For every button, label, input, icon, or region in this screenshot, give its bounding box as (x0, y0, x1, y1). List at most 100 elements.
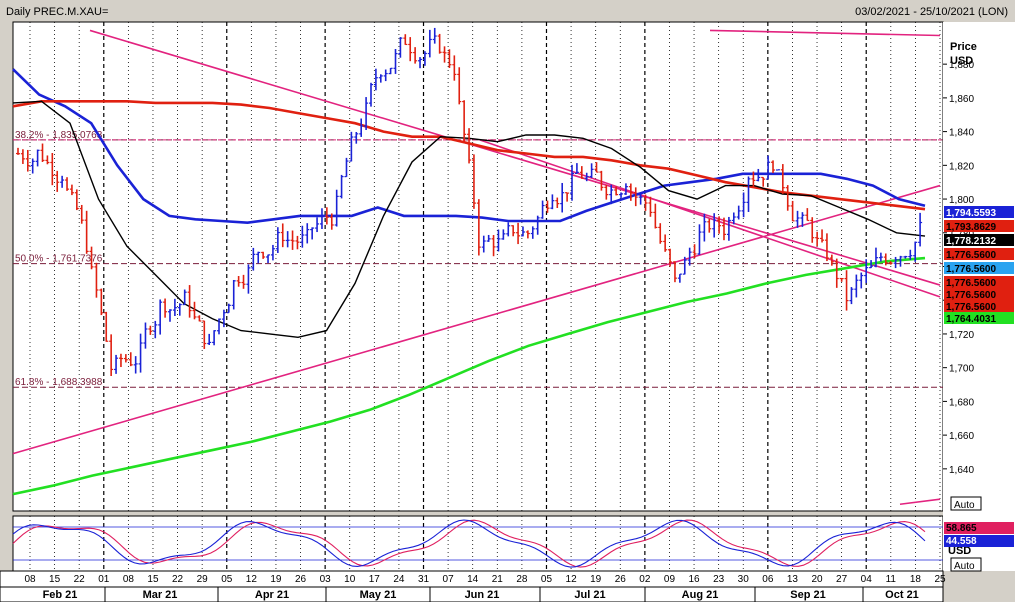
y-tick-label: 1,660 (949, 431, 974, 442)
x-month-label: Aug 21 (682, 589, 719, 601)
y-tick-label: 1,840 (949, 128, 974, 139)
x-month-label: May 21 (360, 589, 397, 601)
x-month-label: Feb 21 (43, 589, 78, 601)
fib-label: 50.0% - 1,761.7376 (15, 254, 103, 265)
oscillator-plot-area (12, 515, 944, 572)
price-tag (944, 220, 1014, 232)
x-day-tick: 19 (590, 574, 602, 585)
price-tag-text: 1,776.5600 (946, 290, 996, 301)
osc-unit-label: USD (948, 545, 971, 557)
x-day-tick: 19 (270, 574, 282, 585)
x-day-tick: 21 (492, 574, 504, 585)
trendline (709, 29, 941, 37)
osc-auto-button[interactable] (950, 557, 982, 572)
y-tick-label: 1,820 (949, 161, 974, 172)
x-day-tick: 29 (197, 574, 209, 585)
x-day-tick: 01 (98, 574, 110, 585)
gridlines (29, 22, 941, 571)
osc-series-line (12, 519, 926, 568)
moving-average-line (12, 68, 926, 225)
x-day-tick: 05 (541, 574, 553, 585)
price-tag (944, 288, 1014, 300)
x-day-tick: 30 (738, 574, 750, 585)
x-day-tick: 28 (516, 574, 528, 585)
x-day-tick: 20 (811, 574, 823, 585)
x-day-tick: 15 (147, 574, 159, 585)
x-month-label: Jun 21 (465, 589, 500, 601)
price-tag (944, 276, 1014, 288)
x-month-label: Apr 21 (255, 589, 289, 601)
x-day-tick: 12 (566, 574, 578, 585)
y-tick-label: 1,680 (949, 397, 974, 408)
x-day-tick: 12 (246, 574, 258, 585)
price-tag-text: 1,764.4031 (946, 314, 996, 325)
x-day-tick: 15 (49, 574, 61, 585)
x-month-label: Sep 21 (790, 589, 825, 601)
x-day-tick: 10 (344, 574, 356, 585)
oscillator-lines (12, 519, 943, 568)
trendline (479, 139, 941, 298)
y-tick-label: 1,800 (949, 195, 974, 206)
price-tag (944, 206, 1014, 218)
y-tick-label: 1,700 (949, 364, 974, 375)
x-day-tick: 13 (787, 574, 799, 585)
x-day-tick: 17 (369, 574, 381, 585)
price-tag (944, 312, 1014, 324)
x-day-tick: 27 (836, 574, 848, 585)
x-day-tick: 25 (934, 574, 946, 585)
price-auto-button[interactable] (950, 496, 982, 511)
y-tick-label: 1,880 (949, 60, 974, 71)
price-tag-text: 1,794.5593 (946, 208, 996, 219)
price-auto-label: Auto (954, 500, 975, 511)
price-tag-text: 1,776.5600 (946, 250, 996, 261)
x-day-tick: 07 (443, 574, 455, 585)
x-day-tick: 26 (615, 574, 627, 585)
price-tag (944, 300, 1014, 312)
x-day-tick: 18 (910, 574, 922, 585)
price-plot-area (12, 21, 944, 512)
x-day-tick: 26 (295, 574, 307, 585)
moving-average-line (12, 256, 926, 496)
trendline (12, 184, 941, 455)
x-day-tick: 06 (762, 574, 774, 585)
price-tag-text: 1,776.5600 (946, 278, 996, 289)
x-month-label: Mar 21 (143, 589, 178, 601)
y-tick-label: 1,640 (949, 465, 974, 476)
x-day-tick: 04 (861, 574, 873, 585)
price-unit-label: Price (950, 41, 977, 53)
x-month-label: Oct 21 (885, 589, 919, 601)
y-tick-label: 1,720 (949, 330, 974, 341)
price-bars (16, 27, 923, 376)
x-day-tick: 08 (24, 574, 36, 585)
price-tag (944, 248, 1014, 260)
trendline (89, 29, 941, 286)
price-tag-text: 1,778.2132 (946, 236, 996, 247)
x-day-tick: 23 (713, 574, 725, 585)
date-range: 03/02/2021 - 25/10/2021 (LON) (855, 6, 1008, 18)
currency-unit-label: USD (950, 55, 973, 67)
price-tag-text: 1,793.8629 (946, 222, 996, 233)
x-day-tick: 03 (320, 574, 332, 585)
osc-tag-pink-text: 58.865 (946, 523, 977, 534)
x-axis: 08 15 22 01 08 15 22 29 05 12 19 26 03 10 17 24 31 07 14 21… (0, 570, 946, 602)
chart-title: Daily PREC.M.XAU= (6, 6, 108, 18)
osc-auto-label: Auto (954, 561, 975, 572)
x-day-tick: 24 (393, 574, 405, 585)
x-day-tick: 11 (886, 574, 897, 585)
fib-label: 61.8% - 1,688.3988 (15, 377, 103, 388)
price-tag (944, 234, 1014, 246)
x-day-tick: 08 (123, 574, 135, 585)
fib-label: 38.2% - 1,835.0763 (15, 130, 103, 141)
x-day-tick: 31 (418, 574, 430, 585)
price-tag (944, 262, 1014, 274)
trendline (899, 498, 941, 506)
y-tick-label: 1,860 (949, 94, 974, 105)
osc-tag-blue (944, 535, 1014, 547)
price-tag-text: 1,776.5600 (946, 302, 996, 313)
x-day-tick: 02 (639, 574, 651, 585)
x-day-tick: 05 (221, 574, 233, 585)
x-day-tick: 14 (467, 574, 479, 585)
x-day-tick: 16 (688, 574, 700, 585)
x-month-label: Jul 21 (574, 589, 605, 601)
